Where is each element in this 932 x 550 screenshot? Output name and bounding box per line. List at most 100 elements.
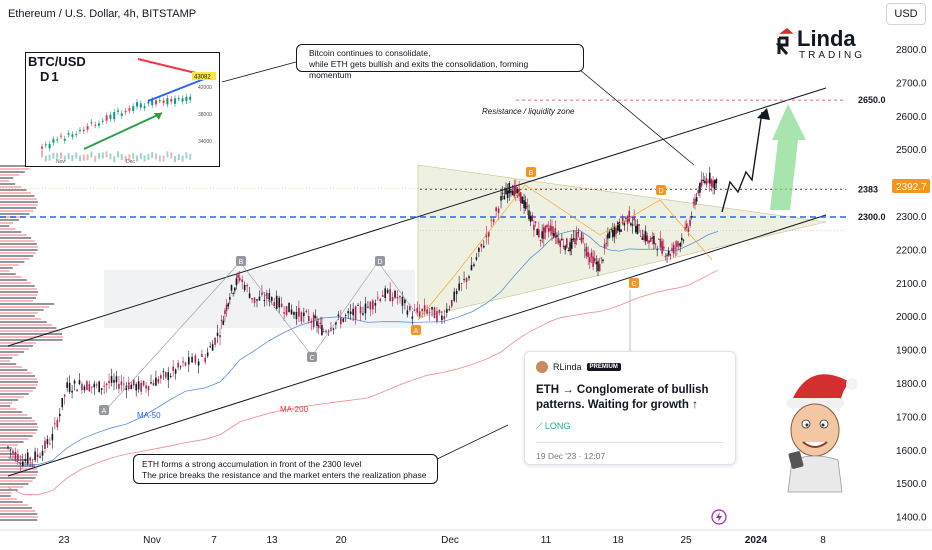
- candle-body: [671, 248, 673, 251]
- volume-profile-bar: [0, 432, 36, 434]
- inset-y-tick: 42000: [198, 85, 212, 91]
- idea-card[interactable]: RLinda PREMIUM ETH → Conglomerate of bul…: [524, 351, 736, 465]
- volume-profile-bar: [0, 306, 50, 308]
- candle-body: [88, 384, 91, 392]
- current-price-tag-text: 2392.7: [896, 182, 927, 193]
- volume-profile-bar: [0, 219, 20, 221]
- candle-body: [19, 462, 22, 465]
- callout-top-pointer-left: [221, 61, 297, 83]
- santa-character-illustration: [786, 374, 858, 493]
- volume-profile-bar: [0, 360, 11, 362]
- inset-candle-body: [82, 129, 85, 132]
- candle-body: [516, 189, 519, 194]
- volume-profile-bar: [0, 357, 13, 359]
- volume-profile-bar: [0, 243, 37, 245]
- inset-candle-body: [174, 98, 176, 104]
- volume-profile-bar: [0, 489, 18, 491]
- volume-profile-bar: [0, 225, 10, 227]
- volume-profile-bar: [0, 378, 38, 380]
- y-tick-label: 1500.0: [896, 479, 927, 490]
- candle-body: [379, 298, 382, 302]
- volume-profile-bar: [0, 339, 63, 341]
- channel-support-line: [7, 214, 827, 477]
- volume-profile-bar: [0, 495, 11, 497]
- candle-body: [492, 219, 495, 223]
- candle-body: [319, 322, 322, 324]
- candle-body: [238, 277, 241, 281]
- projection-zigzag: [721, 111, 763, 213]
- candle-body: [293, 311, 295, 315]
- candle-body: [312, 314, 315, 328]
- candle-body: [51, 433, 54, 441]
- volume-profile-bar: [0, 504, 28, 506]
- candle-body: [337, 314, 340, 316]
- callout-bottom-pointer: [434, 424, 509, 461]
- candle-body: [93, 383, 96, 388]
- candle-body: [607, 233, 609, 239]
- candle-body: [63, 394, 66, 397]
- candle-body: [204, 357, 207, 362]
- triangle-zone: [417, 164, 827, 319]
- volume-profile-bar: [0, 276, 22, 278]
- volume-profile-bar: [0, 372, 32, 374]
- candle-body: [478, 247, 480, 252]
- candle-body: [654, 243, 657, 245]
- candle-body: [127, 382, 130, 390]
- candle-body: [438, 310, 441, 313]
- symbol-title[interactable]: Ethereum / U.S. Dollar, 4h, BITSTAMP: [8, 8, 197, 20]
- candle-body: [534, 221, 537, 224]
- volume-profile-bar: [0, 513, 38, 515]
- author-name[interactable]: RLinda: [553, 362, 582, 372]
- candle-body: [359, 306, 362, 314]
- volume-profile-bar: [0, 273, 16, 275]
- candle-body: [458, 283, 460, 291]
- candle-body: [480, 243, 483, 247]
- x-tick-label: Nov: [143, 535, 161, 546]
- candle-body: [44, 440, 46, 449]
- idea-title[interactable]: ETH → Conglomerate of bullish patterns. …: [536, 384, 709, 411]
- inset-volume-bar: [151, 152, 154, 159]
- candle-body: [600, 257, 603, 259]
- author-avatar[interactable]: [536, 361, 548, 373]
- candle-body: [214, 337, 216, 345]
- inset-volume-bar: [155, 153, 157, 160]
- y-tick-label: 1400.0: [896, 513, 927, 524]
- currency-button[interactable]: USD: [886, 3, 926, 25]
- candle-body: [649, 238, 652, 242]
- volume-profile-bar: [0, 429, 38, 431]
- candle-body: [597, 261, 599, 271]
- inset-x-tick: Nov: [56, 159, 65, 165]
- candle-body: [669, 254, 672, 257]
- x-tick-label: Dec: [441, 535, 459, 546]
- volume-profile-bar: [0, 165, 34, 167]
- candle-body: [206, 352, 209, 357]
- x-tick-label: 18: [612, 535, 624, 546]
- candle-body: [521, 196, 524, 204]
- candle-body: [118, 383, 120, 389]
- x-tick-label: 11: [541, 535, 552, 546]
- pattern-point-label: B: [239, 259, 244, 266]
- lightning-icon[interactable]: [711, 509, 727, 525]
- x-tick-label: 8: [820, 535, 826, 546]
- candle-body: [66, 382, 68, 388]
- inset-candle-body: [63, 138, 66, 141]
- candle-body: [227, 303, 230, 307]
- inset-volume-bar: [48, 154, 51, 161]
- candle-body: [54, 423, 56, 425]
- volume-profile-bar: [0, 252, 37, 254]
- candle-body: [428, 311, 431, 313]
- volume-profile-bar: [0, 423, 38, 425]
- candle-body: [278, 297, 280, 308]
- candle-body: [610, 228, 612, 230]
- candle-body: [68, 382, 71, 392]
- candle-body: [81, 384, 83, 390]
- candle-body: [715, 179, 718, 184]
- candle-body: [268, 293, 271, 302]
- inset-volume-bar: [170, 152, 173, 159]
- candle-body: [695, 197, 698, 202]
- candle-body: [699, 182, 701, 193]
- volume-profile-bar: [0, 402, 13, 404]
- candle-body: [7, 446, 9, 448]
- candle-body: [473, 264, 475, 266]
